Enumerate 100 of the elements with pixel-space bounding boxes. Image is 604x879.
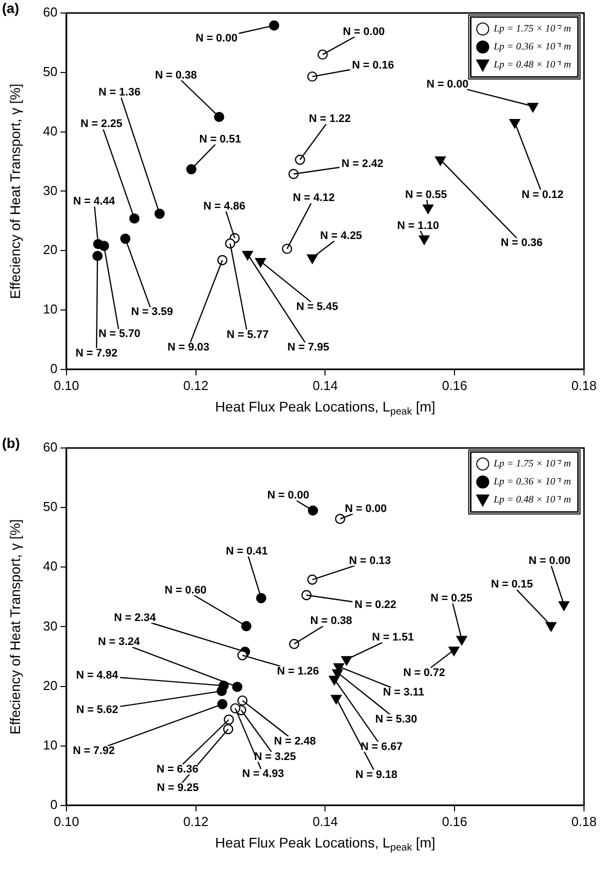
point [120,234,130,244]
point [435,156,446,166]
point [224,714,234,725]
y-tick-label: 20 [42,678,58,693]
point [223,724,234,734]
annotation: N = 3.24 [98,636,141,648]
point [330,694,342,704]
annotation: N = 9.03 [167,342,210,354]
annotation: N = 4.12 [292,192,335,204]
annotation: N = 4.86 [203,200,246,212]
point [335,514,346,524]
annotation: N = 2.48 [274,735,316,748]
point [509,118,520,128]
y-tick-label: 60 [42,4,58,20]
annotation: N = 4.93 [242,768,284,780]
annotation: N = 0.12 [522,188,564,201]
annotation: N = 0.00 [528,554,570,567]
y-tick-label: 0 [50,796,58,812]
point [237,695,248,706]
point [98,240,110,251]
annotation: N = 4.44 [73,195,116,208]
y-tick-label: 0 [50,360,58,376]
annotation: N = 0.41 [226,545,268,558]
x-tick-label: 0.10 [54,814,80,829]
chart-title: (a) [2,0,20,16]
point [269,20,280,31]
y-axis-title: Effeciency of Heat Transport, γ [%] [6,84,23,299]
annotation: N = 0.00 [344,502,387,515]
x-tick-label: 0.16 [442,814,468,829]
annotation: N = 5.30 [375,713,418,726]
annotation: N = 9.25 [156,782,199,794]
point [129,213,140,224]
point [301,590,312,600]
annotation: N = 0.25 [430,592,472,604]
annotation: N = 6.67 [360,740,403,753]
annotation: N = 0.00 [426,78,468,90]
legend-label: Lp = 1.75 × 10⁻² m [492,458,572,470]
point [528,102,538,112]
y-tick-label: 40 [42,558,58,574]
annotation: N = 0.55 [405,188,447,201]
point [294,154,306,165]
y-tick-label: 20 [42,242,58,258]
x-tick-label: 0.12 [183,378,208,393]
point [546,622,556,632]
annotation: N = 1.10 [397,220,439,232]
annotation: N = 0.36 [500,237,543,250]
annotation: N = 7.92 [72,744,115,757]
y-tick-label: 10 [42,302,58,317]
chart-title: (b) [2,434,20,451]
point [307,71,318,82]
annotation: N = 5.62 [76,704,118,716]
annotation: N = 3.11 [382,686,424,699]
y-tick-label: 10 [42,737,58,752]
y-tick-label: 60 [42,440,58,455]
annotation: N = 4.84 [76,670,119,682]
annotation: N = 0.51 [199,133,242,146]
annotation: N = 0.72 [403,666,446,679]
annotation: N = 2.25 [80,118,122,130]
annotation: N = 0.38 [154,69,197,82]
point [186,164,196,174]
annotation: N = 5.45 [296,300,338,313]
point [242,250,253,260]
annotation: N = 0.00 [342,26,385,38]
point [216,686,227,696]
point [456,636,468,646]
point [255,258,266,268]
point [282,244,292,254]
point [154,208,165,219]
annotation: N = 0.00 [196,32,238,44]
point [217,699,228,710]
annotation: N = 0.38 [310,615,352,628]
point [558,601,570,611]
annotation: N = 1.22 [308,113,351,126]
x-tick-label: 0.18 [571,378,597,393]
y-axis-title: Effeciency of Heat Transport, γ [%] [6,519,23,734]
point [422,204,434,214]
point [241,621,252,632]
point [232,682,242,692]
point [230,703,240,714]
y-tick-label: 40 [42,123,58,138]
annotation: N = 0.00 [267,490,310,502]
annotation: N = 1.36 [98,86,140,99]
y-tick-label: 50 [42,499,58,514]
legend-label: Lp = 0.36 × 10⁻¹ m [492,476,572,488]
point [92,250,103,262]
x-tick-label: 0.16 [442,378,468,393]
annotation: N = 0.22 [354,599,396,612]
y-tick-label: 30 [42,618,58,634]
point [256,593,266,604]
x-tick-label: 0.18 [571,814,597,829]
annotation: N = 0.13 [348,554,391,567]
point [328,676,340,686]
annotation: N = 3.25 [254,750,296,763]
annotation: N = 2.42 [342,158,384,170]
annotation: N = 3.59 [131,306,174,318]
point [448,646,460,656]
annotation: N = 0.16 [352,60,394,72]
point [225,238,236,249]
annotation: N = 6.36 [156,763,198,776]
legend-label: Lp = 1.75 × 10⁻² m [492,24,572,35]
